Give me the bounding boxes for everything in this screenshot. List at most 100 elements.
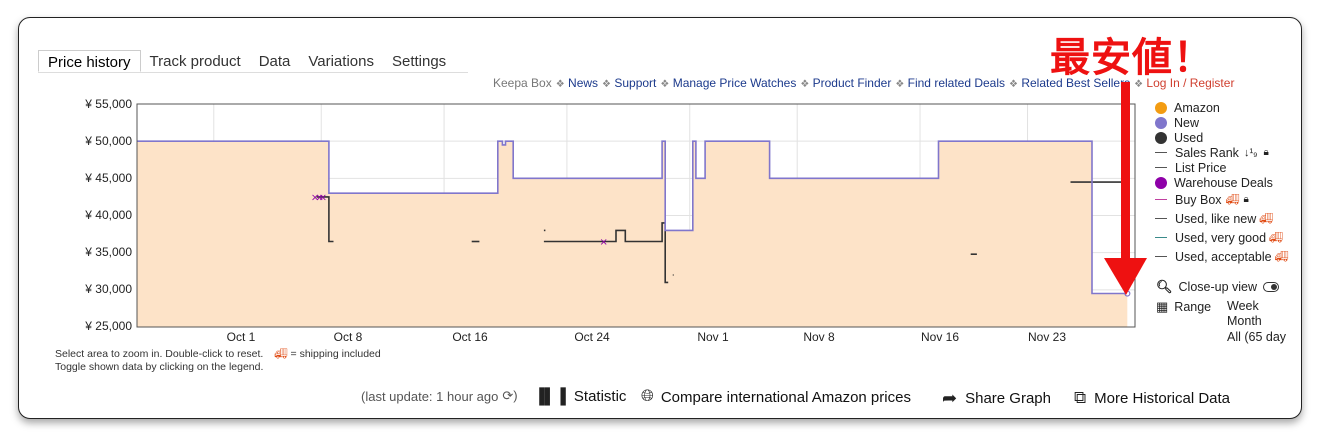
- zoom-hint-text: Select area to zoom in. Double-click to …: [55, 348, 264, 360]
- legend-used-acceptable[interactable]: Used, acceptable 🚚︎: [1155, 247, 1289, 266]
- refresh-icon[interactable]: ⟳): [502, 388, 518, 403]
- legend-list-price[interactable]: List Price: [1155, 160, 1289, 175]
- separator-icon: ❖: [895, 79, 905, 90]
- separator-icon: ❖: [800, 79, 810, 90]
- range-week[interactable]: Week: [1227, 299, 1259, 313]
- tab-divider: [38, 72, 468, 73]
- zoom-hint: Select area to zoom in. Double-click to …: [55, 347, 381, 360]
- dash-icon: [1155, 199, 1167, 200]
- last-update: (last update: 1 hour ago ⟳): [361, 388, 518, 404]
- dash-icon: [1155, 152, 1167, 153]
- legend-sales-rank[interactable]: Sales Rank ↓¹₉ 🔒︎: [1155, 145, 1289, 160]
- x-tick-label: Oct 1: [226, 330, 256, 344]
- separator-icon: ❖: [555, 79, 565, 90]
- calendar-icon: ▦: [1156, 299, 1169, 314]
- lock-icon: 🔒︎: [1243, 194, 1249, 205]
- legend-label: Sales Rank: [1175, 145, 1239, 160]
- bar-chart-icon: ▐▌▐: [534, 388, 566, 405]
- separator-icon: ❖: [602, 79, 612, 90]
- tab-track-product[interactable]: Track product: [149, 53, 241, 70]
- truck-icon: 🚚︎: [1225, 194, 1240, 206]
- y-tick-label: ¥ 45,000: [85, 171, 132, 185]
- x-tick-label: Nov 1: [697, 330, 729, 344]
- header-links: Keepa Box ❖ News ❖ Support ❖ Manage Price W…: [493, 76, 1234, 90]
- dash-icon: [1155, 237, 1167, 238]
- shipping-note: = shipping included: [290, 348, 381, 360]
- chart-legend: Amazon New Used Sales Rank ↓¹₉ 🔒︎ List Pri…: [1155, 100, 1289, 266]
- closeup-view-toggle[interactable]: 🔍︎ Close-up view: [1156, 279, 1280, 295]
- lock-icon: 🔒︎: [1263, 147, 1269, 158]
- link-support[interactable]: Support: [614, 76, 657, 90]
- legend-buy-box[interactable]: Buy Box 🚚︎ 🔒︎: [1155, 190, 1289, 209]
- link-login-register[interactable]: Log In / Register: [1146, 76, 1235, 90]
- y-tick-label: ¥ 50,000: [85, 134, 132, 148]
- range-month[interactable]: Month: [1227, 314, 1262, 328]
- share-icon: ➦: [942, 388, 958, 408]
- truck-icon: 🚚︎: [1274, 251, 1289, 263]
- link-news[interactable]: News: [568, 76, 599, 90]
- warehouse-dot-icon: [1155, 176, 1167, 189]
- copy-icon: ⧉: [1074, 388, 1087, 407]
- search-icon: 🔍︎: [1156, 279, 1173, 294]
- legend-label: Warehouse Deals: [1174, 175, 1273, 190]
- range-label: Range: [1174, 300, 1212, 314]
- x-tick-label: Nov 23: [1027, 330, 1067, 344]
- compare-prices-button[interactable]: 🌐︎ Compare international Amazon prices: [641, 388, 911, 406]
- truck-icon: 🚚︎: [1269, 232, 1283, 244]
- x-tick-label: Oct 24: [574, 330, 610, 344]
- x-tick-label: Oct 16: [452, 330, 488, 344]
- separator-icon: ❖: [1134, 79, 1144, 90]
- truck-icon: 🚚︎: [274, 348, 288, 360]
- new-dot-icon: [1155, 116, 1167, 129]
- globe-icon: 🌐︎: [641, 388, 654, 405]
- closeup-label: Close-up view: [1178, 280, 1258, 294]
- more-historical-data-button[interactable]: ⧉ More Historical Data: [1074, 388, 1230, 408]
- link-related-best-sellers[interactable]: Related Best Sellers: [1021, 76, 1131, 90]
- legend-amazon[interactable]: Amazon: [1155, 100, 1289, 115]
- range-all[interactable]: All (65 day: [1227, 330, 1287, 344]
- share-graph-button[interactable]: ➦ Share Graph: [942, 388, 1051, 409]
- dash-icon: [1155, 167, 1167, 168]
- link-product-finder[interactable]: Product Finder: [812, 76, 892, 90]
- y-tick-label: ¥ 25,000: [85, 319, 132, 333]
- legend-label: Used, like new: [1175, 211, 1257, 226]
- y-tick-label: ¥ 55,000: [85, 97, 132, 111]
- truck-icon: 🚚︎: [1259, 213, 1274, 225]
- legend-label: Buy Box: [1175, 192, 1222, 207]
- toggle-icon: [1263, 282, 1280, 292]
- range-label-row: ▦ Range: [1156, 299, 1211, 315]
- tab-variations[interactable]: Variations: [308, 53, 374, 70]
- lowest-price-annotation: 最安値！: [1050, 35, 1214, 81]
- y-tick-label: ¥ 40,000: [85, 208, 132, 222]
- legend-label: Used: [1174, 130, 1204, 145]
- amazon-dot-icon: [1155, 101, 1167, 114]
- link-find-related-deals[interactable]: Find related Deals: [907, 76, 1006, 90]
- legend-label: Amazon: [1174, 100, 1220, 115]
- legend-used[interactable]: Used: [1155, 130, 1289, 145]
- legend-used-like-new[interactable]: Used, like new 🚚︎: [1155, 209, 1289, 228]
- x-tick-label: Nov 16: [920, 330, 960, 344]
- tab-price-history[interactable]: Price history: [38, 50, 141, 72]
- legend-label: Used, very good: [1175, 230, 1267, 245]
- tab-data[interactable]: Data: [258, 53, 291, 70]
- compare-label: Compare international Amazon prices: [660, 388, 911, 406]
- legend-warehouse-deals[interactable]: Warehouse Deals: [1155, 175, 1289, 190]
- x-tick-label: Oct 8: [333, 330, 363, 344]
- y-tick-label: ¥ 35,000: [85, 245, 132, 259]
- legend-label: Used, acceptable: [1175, 249, 1272, 264]
- legend-label: New: [1174, 115, 1200, 130]
- dash-icon: [1155, 218, 1167, 219]
- link-keepa-box[interactable]: Keepa Box: [493, 76, 552, 90]
- legend-label: List Price: [1175, 160, 1227, 175]
- toggle-hint: Toggle shown data by clicking on the leg…: [55, 361, 264, 373]
- more-label: More Historical Data: [1094, 389, 1231, 407]
- statistic-button[interactable]: ▐▌▐ Statistic: [534, 388, 626, 405]
- sort-numeric-icon: ↓¹₉: [1243, 146, 1258, 159]
- legend-new[interactable]: New: [1155, 115, 1289, 130]
- tab-settings[interactable]: Settings: [391, 53, 447, 70]
- link-manage-price-watches[interactable]: Manage Price Watches: [672, 76, 797, 90]
- y-tick-label: ¥ 30,000: [85, 282, 132, 296]
- separator-icon: ❖: [1009, 79, 1018, 90]
- legend-used-very-good[interactable]: Used, very good 🚚︎: [1155, 228, 1289, 247]
- used-dot-icon: [1155, 131, 1167, 144]
